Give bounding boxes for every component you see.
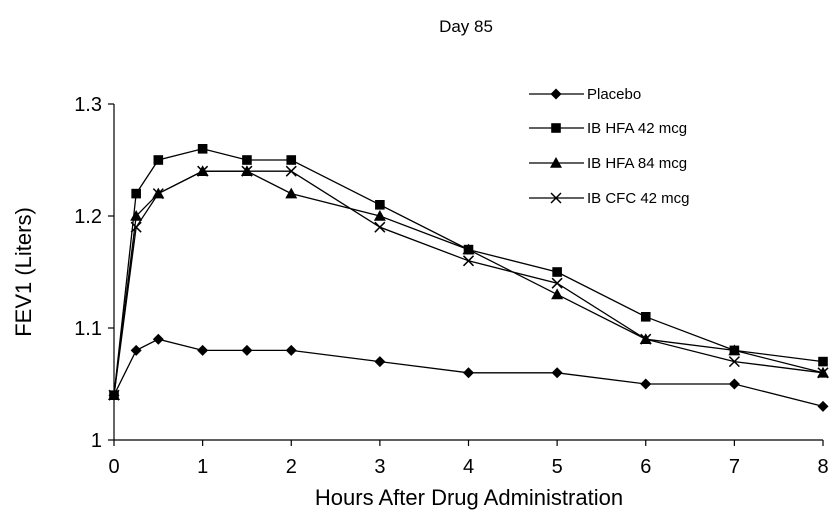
data-point-ib-hfa-84-mcg [551, 288, 564, 300]
x-axis-label: Hours After Drug Administration [315, 485, 623, 510]
data-point-placebo [551, 367, 563, 379]
legend-item-ib-cfc-42-mcg: IB CFC 42 mcg [529, 190, 690, 207]
x-tick-label: 5 [552, 456, 563, 478]
data-point-ib-cfc-42-mcg [640, 333, 652, 345]
data-point-ib-hfa-42-mcg [375, 200, 385, 210]
data-point-placebo [728, 378, 740, 390]
data-point-ib-cfc-42-mcg [108, 389, 120, 401]
x-tick-label: 4 [463, 456, 474, 478]
data-point-placebo [817, 400, 829, 412]
data-point-ib-cfc-42-mcg [152, 188, 164, 200]
legend-label: IB CFC 42 mcg [587, 190, 690, 207]
legend-marker-x [550, 192, 562, 204]
data-point-placebo [241, 344, 253, 356]
data-point-ib-hfa-42-mcg [552, 267, 562, 277]
data-point-ib-hfa-42-mcg [640, 312, 651, 322]
x-tick-label: 3 [374, 456, 385, 478]
data-point-ib-hfa-42-mcg [153, 155, 164, 165]
data-point-ib-cfc-42-mcg [374, 221, 386, 233]
series-line-placebo [113, 338, 824, 408]
data-point-ib-hfa-42-mcg [131, 188, 141, 199]
data-point-placebo [640, 378, 652, 390]
data-point-ib-cfc-42-mcg [728, 356, 740, 368]
series-line-ib-cfc-42-mcg [113, 170, 824, 396]
y-axis-label: FEV1 (Liters) [11, 207, 36, 337]
x-axis-ticks: 0 1 2 3 4 5 6 7 8 [108, 440, 829, 478]
data-point-ib-hfa-42-mcg [197, 144, 208, 154]
data-point-ib-hfa-84-mcg [728, 344, 741, 356]
x-tick-label: 1 [197, 456, 208, 478]
legend: Placebo IB HFA 42 mcg IB HFA 84 mcg IB CFC … [529, 86, 690, 207]
legend-item-ib-hfa-42-mcg: IB HFA 42 mcg [529, 120, 687, 137]
data-point-ib-cfc-42-mcg [197, 165, 209, 177]
data-point-ib-hfa-84-mcg [130, 210, 143, 221]
data-point-ib-hfa-84-mcg [373, 210, 386, 221]
legend-label: IB HFA 42 mcg [587, 120, 687, 137]
legend-label: IB HFA 84 mcg [587, 155, 687, 172]
x-tick-label: 8 [817, 456, 828, 478]
series-line-ib-hfa-84-mcg [113, 170, 824, 396]
data-point-ib-cfc-42-mcg [130, 221, 142, 233]
data-point-ib-cfc-42-mcg [241, 165, 253, 177]
series-markers [108, 144, 829, 412]
y-tick-label: 1.3 [74, 94, 102, 116]
y-tick-label: 1.1 [74, 318, 102, 340]
data-point-placebo [463, 367, 474, 379]
legend-label: Placebo [587, 86, 641, 103]
x-tick-label: 6 [640, 456, 651, 478]
data-point-placebo [152, 333, 164, 345]
data-point-placebo [130, 344, 142, 356]
data-point-placebo [374, 356, 386, 368]
x-tick-label: 0 [108, 456, 119, 478]
legend-marker-square [551, 123, 561, 133]
legend-marker-diamond [550, 88, 562, 100]
data-point-ib-cfc-42-mcg [817, 367, 829, 379]
legend-item-placebo: Placebo [529, 86, 641, 103]
data-point-ib-cfc-42-mcg [551, 277, 563, 289]
legend-item-ib-hfa-84-mcg: IB HFA 84 mcg [529, 155, 687, 172]
series-lines [113, 148, 824, 408]
data-point-ib-cfc-42-mcg [285, 165, 297, 177]
legend-marker-triangle [550, 157, 562, 168]
x-tick-label: 2 [286, 456, 297, 478]
data-point-ib-hfa-42-mcg [286, 155, 297, 165]
y-tick-label: 1 [91, 430, 102, 452]
y-axis-ticks: 1 1.1 1.2 1.3 [74, 94, 114, 452]
data-point-ib-hfa-42-mcg [242, 155, 252, 165]
data-point-ib-hfa-84-mcg [462, 243, 475, 255]
chart-title: Day 85 [439, 17, 493, 36]
series-line-ib-hfa-42-mcg [113, 148, 824, 396]
data-point-placebo [285, 344, 297, 356]
y-tick-label: 1.2 [74, 206, 102, 228]
data-point-ib-cfc-42-mcg [462, 255, 475, 267]
data-point-ib-hfa-42-mcg [818, 356, 828, 367]
x-tick-label: 7 [729, 456, 740, 478]
data-point-placebo [197, 344, 209, 356]
data-point-ib-hfa-84-mcg [285, 187, 298, 199]
